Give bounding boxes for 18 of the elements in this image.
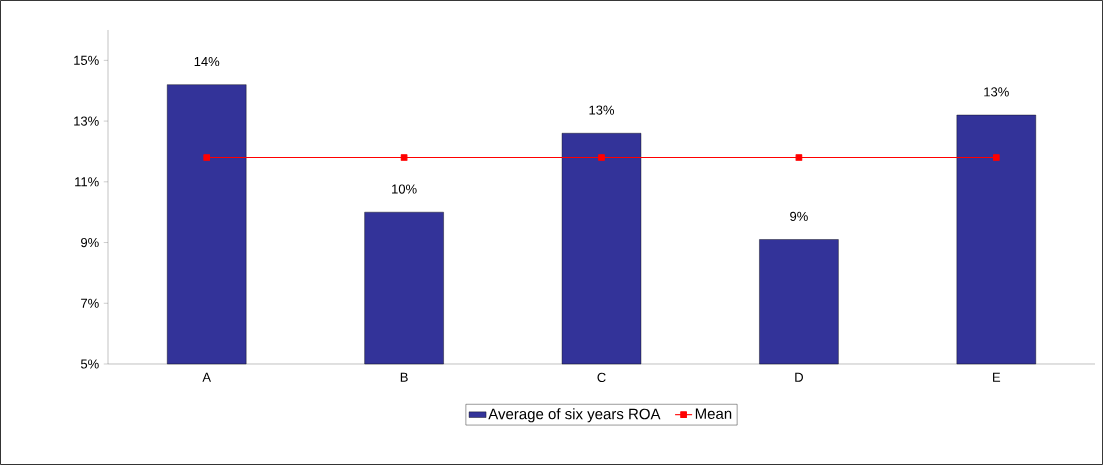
legend-label: Mean (695, 408, 732, 419)
x-tick-label: A (202, 372, 212, 382)
data-label: 10% (392, 184, 417, 194)
x-tick-label: C (597, 372, 606, 382)
y-tick-label: 7% (81, 298, 99, 308)
data-label: 14% (194, 57, 220, 67)
y-tick-label: 15% (74, 55, 99, 65)
data-label: 9% (790, 211, 808, 221)
y-tick-label: 11% (75, 177, 99, 187)
data-label: 13% (984, 87, 1009, 97)
x-tick-label: E (993, 372, 1001, 382)
x-tick-label: D (795, 372, 803, 382)
data-label: 13% (589, 105, 615, 115)
y-tick-label: 9% (81, 237, 99, 248)
y-tick-label: 5% (80, 359, 99, 369)
y-tick-label: 13% (74, 116, 99, 126)
legend-label: Average of six years ROA (488, 408, 661, 423)
x-tick-label: B (400, 372, 408, 382)
